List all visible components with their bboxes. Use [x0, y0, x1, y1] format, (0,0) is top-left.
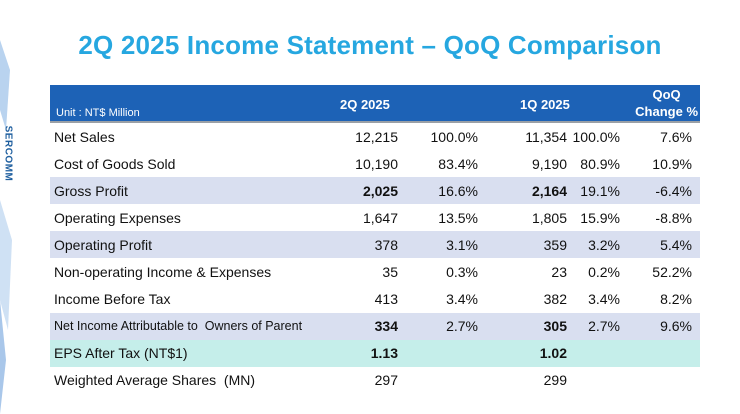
value-2q: 35	[382, 264, 398, 281]
qoq-change: 8.2%	[660, 291, 692, 308]
company-logo: SERCOMM	[0, 118, 16, 188]
row-label: Operating Profit	[54, 236, 153, 253]
qoq-change: 7.6%	[660, 128, 692, 145]
table-row-weighted-shares: Weighted Average Shares (MN) 297 299	[50, 367, 700, 394]
qoq-change: -6.4%	[655, 182, 692, 199]
qoq-change: 10.9%	[652, 155, 692, 172]
value-2q: 413	[374, 291, 398, 308]
table-row-eps: EPS After Tax (NT$1) 1.13 1.02	[50, 339, 700, 367]
percent-1q: 2.7%	[588, 318, 620, 335]
table-row-net-income: Net Income Attributable to Owners of Par…	[50, 312, 700, 340]
percent-1q: 3.2%	[588, 236, 620, 253]
table-row-operating-profit: Operating Profit 378 3.1% 359 3.2% 5.4%	[50, 231, 700, 259]
header-2q-2025: 2Q 2025	[340, 97, 390, 112]
row-label: Net Income Attributable to Owners of Par…	[54, 319, 303, 334]
value-1q: 1.02	[539, 345, 567, 362]
percent-2q: 3.4%	[446, 291, 478, 308]
table-row-operating-expenses: Operating Expenses 1,647 13.5% 1,805 15.…	[50, 204, 700, 231]
percent-1q: 19.1%	[580, 182, 620, 199]
value-2q: 1.13	[370, 345, 398, 362]
value-1q: 2,164	[531, 182, 567, 199]
value-1q: 11,354	[525, 128, 567, 145]
table-row-cogs: Cost of Goods Sold 10,190 83.4% 9,190 80…	[50, 150, 700, 177]
value-1q: 305	[543, 318, 567, 335]
qoq-change: 52.2%	[652, 264, 692, 281]
percent-2q: 2.7%	[446, 318, 478, 335]
value-2q: 12,215	[355, 128, 398, 145]
left-decoration	[0, 40, 12, 414]
header-qoq-line1: QoQ	[652, 87, 681, 102]
value-1q: 382	[543, 291, 567, 308]
logo-text: SERCOMM	[2, 125, 14, 181]
value-1q: 9,190	[531, 155, 567, 172]
value-1q: 23	[551, 264, 567, 281]
page-title: 2Q 2025 Income Statement – QoQ Compariso…	[78, 30, 662, 60]
value-2q: 297	[374, 372, 398, 389]
percent-2q: 0.3%	[446, 264, 478, 281]
percent-1q: 3.4%	[588, 291, 620, 308]
percent-1q: 15.9%	[580, 209, 620, 226]
row-label: Net Sales	[54, 128, 115, 145]
row-label: Operating Expenses	[54, 209, 181, 226]
percent-2q: 83.4%	[438, 155, 478, 172]
table-row-non-operating: Non-operating Income & Expenses 35 0.3% …	[50, 258, 700, 285]
percent-2q: 100.0%	[430, 128, 478, 145]
percent-1q: 0.2%	[588, 264, 620, 281]
qoq-change: -8.8%	[655, 209, 692, 226]
value-2q: 2,025	[362, 182, 398, 199]
row-label: Weighted Average Shares (MN)	[54, 372, 256, 389]
income-statement-table: Unit : NT$ Million 2Q 2025 1Q 2025 QoQ C…	[50, 85, 700, 394]
row-label: EPS After Tax (NT$1)	[54, 345, 188, 362]
value-1q: 299	[543, 372, 567, 389]
value-1q: 1,805	[531, 209, 567, 226]
percent-2q: 13.5%	[438, 209, 478, 226]
unit-label: Unit : NT$ Million	[56, 107, 140, 119]
value-2q: 378	[374, 236, 398, 253]
value-2q: 10,190	[355, 155, 398, 172]
percent-2q: 16.6%	[438, 182, 478, 199]
table-row-income-before-tax: Income Before Tax 413 3.4% 382 3.4% 8.2%	[50, 286, 700, 313]
table-row-net-sales: Net Sales 12,215 100.0% 11,354 100.0% 7.…	[50, 123, 700, 150]
percent-2q: 3.1%	[446, 236, 478, 253]
table-header: Unit : NT$ Million 2Q 2025 1Q 2025 QoQ C…	[50, 85, 700, 123]
row-label: Non-operating Income & Expenses	[54, 264, 272, 281]
row-label: Gross Profit	[54, 182, 128, 199]
row-label: Cost of Goods Sold	[54, 155, 176, 172]
percent-1q: 80.9%	[580, 155, 620, 172]
qoq-change: 5.4%	[660, 236, 692, 253]
header-1q-2025: 1Q 2025	[520, 97, 570, 112]
qoq-change: 9.6%	[660, 318, 692, 335]
table-row-gross-profit: Gross Profit 2,025 16.6% 2,164 19.1% -6.…	[50, 177, 700, 205]
row-label: Income Before Tax	[54, 291, 171, 308]
header-qoq-line2: Change %	[635, 104, 698, 119]
value-2q: 1,647	[362, 209, 398, 226]
percent-1q: 100.0%	[572, 128, 620, 145]
header-qoq-change: QoQ Change %	[635, 86, 698, 120]
value-2q: 334	[374, 318, 398, 335]
value-1q: 359	[543, 236, 567, 253]
